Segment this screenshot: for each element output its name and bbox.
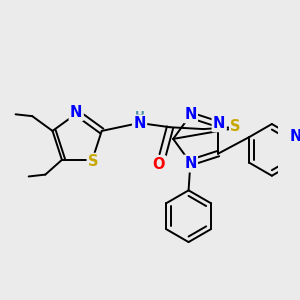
Text: H: H (135, 110, 145, 123)
Text: O: O (153, 157, 165, 172)
Text: S: S (88, 154, 98, 169)
Text: N: N (70, 105, 83, 120)
Text: N: N (184, 156, 196, 171)
Text: S: S (230, 119, 241, 134)
Text: N: N (290, 129, 300, 144)
Text: N: N (184, 107, 196, 122)
Text: N: N (213, 116, 225, 131)
Text: N: N (134, 116, 146, 131)
